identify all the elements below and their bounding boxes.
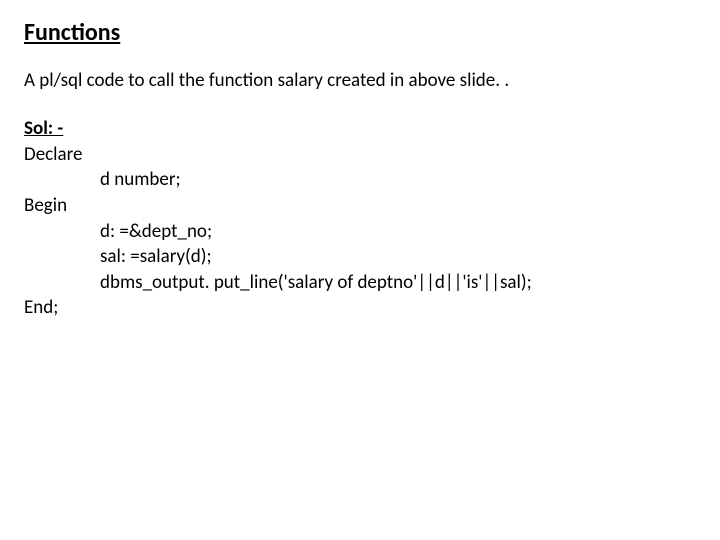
code-end: End; [24, 295, 696, 321]
sol-label-line: Sol: - [24, 116, 696, 142]
page-title: Functions [24, 18, 696, 47]
description-text: A pl/sql code to call the function salar… [24, 69, 696, 92]
code-begin: Begin [24, 193, 696, 219]
code-var-decl: d number; [24, 167, 696, 193]
sol-label: Sol: - [24, 117, 63, 140]
code-line-3: dbms_output. put_line('salary of deptno'… [24, 270, 696, 296]
code-declare: Declare [24, 142, 696, 168]
code-line-1: d: =&dept_no; [24, 219, 696, 245]
code-line-2: sal: =salary(d); [24, 244, 696, 270]
code-block: Sol: - Declare d number; Begin d: =&dept… [24, 116, 696, 321]
